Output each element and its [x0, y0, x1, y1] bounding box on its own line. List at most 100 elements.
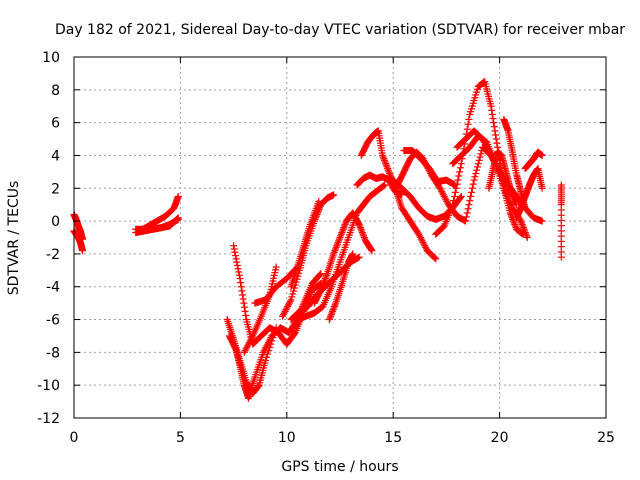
data-point	[329, 306, 337, 314]
data-point	[491, 127, 499, 135]
data-point	[234, 265, 242, 273]
y-axis-title: SDTVAR / TECUs	[6, 181, 22, 296]
data-point	[495, 166, 503, 174]
data-point	[332, 245, 340, 253]
data-point	[456, 168, 464, 176]
data-point	[259, 348, 267, 356]
data-point	[340, 224, 348, 232]
y-tick-label: -4	[46, 280, 60, 296]
series-11	[293, 181, 389, 324]
data-point	[330, 304, 338, 312]
data-point	[432, 255, 440, 263]
data-point	[438, 188, 446, 196]
data-point	[453, 180, 461, 188]
data-point	[450, 197, 458, 205]
series-24	[485, 148, 514, 192]
x-tick-label: 10	[278, 430, 296, 446]
data-point	[232, 252, 240, 260]
data-point	[472, 170, 480, 178]
series-4	[136, 192, 182, 235]
data-point	[254, 383, 262, 391]
data-point	[283, 304, 291, 312]
data-point	[456, 164, 464, 172]
data-point	[241, 347, 249, 355]
data-point	[420, 240, 428, 248]
data-point	[356, 222, 364, 230]
data-point	[380, 155, 388, 163]
data-point	[239, 291, 247, 299]
data-point	[484, 145, 492, 153]
series-26	[513, 165, 546, 222]
data-point	[557, 253, 565, 261]
data-point	[328, 309, 336, 317]
data-point	[381, 158, 389, 166]
data-point	[285, 299, 293, 307]
data-point	[382, 161, 390, 169]
data-point	[416, 234, 424, 241]
series-25	[500, 115, 529, 212]
data-point	[263, 342, 271, 350]
data-point	[262, 357, 270, 365]
data-point	[538, 151, 546, 159]
data-point	[246, 337, 254, 345]
data-point	[439, 191, 447, 199]
data-point	[465, 115, 473, 123]
data-point	[467, 192, 475, 200]
data-point	[367, 246, 375, 254]
data-point	[322, 273, 330, 281]
data-point	[316, 271, 324, 279]
data-point	[330, 248, 338, 256]
data-point	[522, 230, 530, 238]
data-point	[518, 220, 526, 228]
data-point	[439, 224, 447, 232]
data-point	[339, 227, 347, 235]
data-point	[233, 261, 241, 269]
data-point	[341, 220, 349, 228]
data-point	[337, 232, 345, 240]
data-point	[480, 138, 488, 146]
data-point	[419, 238, 427, 246]
data-point	[379, 151, 387, 159]
data-point	[358, 227, 366, 235]
data-point	[330, 191, 338, 199]
data-point	[471, 173, 479, 181]
data-point	[317, 286, 325, 294]
data-point	[398, 191, 406, 199]
data-point	[320, 278, 328, 286]
data-point	[317, 284, 325, 292]
data-point	[248, 334, 256, 342]
data-point	[519, 224, 527, 232]
data-point	[386, 170, 394, 178]
data-point	[430, 253, 438, 261]
data-point	[330, 250, 338, 258]
series-27	[521, 148, 546, 173]
data-point	[231, 248, 239, 256]
y-tick-label: -2	[46, 247, 60, 263]
series-14	[310, 209, 376, 307]
data-point	[241, 307, 249, 315]
data-point	[482, 142, 490, 150]
data-point	[380, 156, 388, 164]
data-point	[417, 235, 425, 243]
data-point	[265, 347, 273, 355]
data-point	[281, 307, 289, 315]
data-point	[287, 296, 295, 304]
data-point	[463, 209, 471, 217]
data-point	[327, 311, 335, 319]
data-point	[473, 163, 481, 171]
data-point	[336, 234, 344, 241]
data-point	[538, 217, 546, 225]
data-point	[382, 160, 390, 168]
data-point	[519, 222, 527, 230]
data-point	[355, 253, 363, 261]
data-point	[492, 135, 500, 143]
data-point	[174, 192, 182, 200]
series-28	[557, 181, 565, 261]
y-tick-label: 6	[51, 116, 60, 132]
data-point	[487, 102, 495, 110]
data-point	[289, 290, 297, 298]
data-point	[456, 194, 464, 202]
data-point	[477, 150, 485, 158]
data-point	[455, 172, 463, 180]
data-point	[315, 197, 323, 205]
